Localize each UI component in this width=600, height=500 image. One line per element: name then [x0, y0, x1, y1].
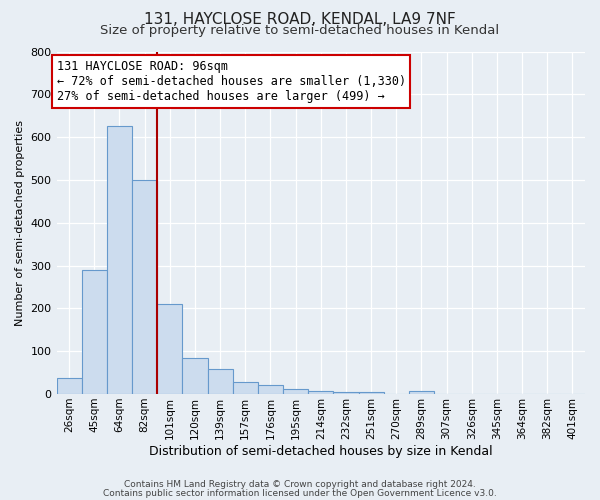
Bar: [157, 304, 182, 394]
Text: Size of property relative to semi-detached houses in Kendal: Size of property relative to semi-detach…: [100, 24, 500, 37]
Bar: [409, 391, 434, 394]
Bar: [132, 180, 157, 394]
Text: 131, HAYCLOSE ROAD, KENDAL, LA9 7NF: 131, HAYCLOSE ROAD, KENDAL, LA9 7NF: [144, 12, 456, 28]
Y-axis label: Number of semi-detached properties: Number of semi-detached properties: [15, 120, 25, 326]
Bar: [182, 358, 208, 394]
Text: Contains HM Land Registry data © Crown copyright and database right 2024.: Contains HM Land Registry data © Crown c…: [124, 480, 476, 489]
Bar: [359, 392, 383, 394]
Text: Contains public sector information licensed under the Open Government Licence v3: Contains public sector information licen…: [103, 488, 497, 498]
Text: 131 HAYCLOSE ROAD: 96sqm
← 72% of semi-detached houses are smaller (1,330)
27% o: 131 HAYCLOSE ROAD: 96sqm ← 72% of semi-d…: [56, 60, 406, 103]
X-axis label: Distribution of semi-detached houses by size in Kendal: Distribution of semi-detached houses by …: [149, 444, 493, 458]
Bar: [334, 392, 359, 394]
Bar: [233, 382, 258, 394]
Bar: [82, 270, 107, 394]
Bar: [283, 389, 308, 394]
Bar: [258, 384, 283, 394]
Bar: [308, 390, 334, 394]
Bar: [107, 126, 132, 394]
Bar: [56, 378, 82, 394]
Bar: [208, 369, 233, 394]
